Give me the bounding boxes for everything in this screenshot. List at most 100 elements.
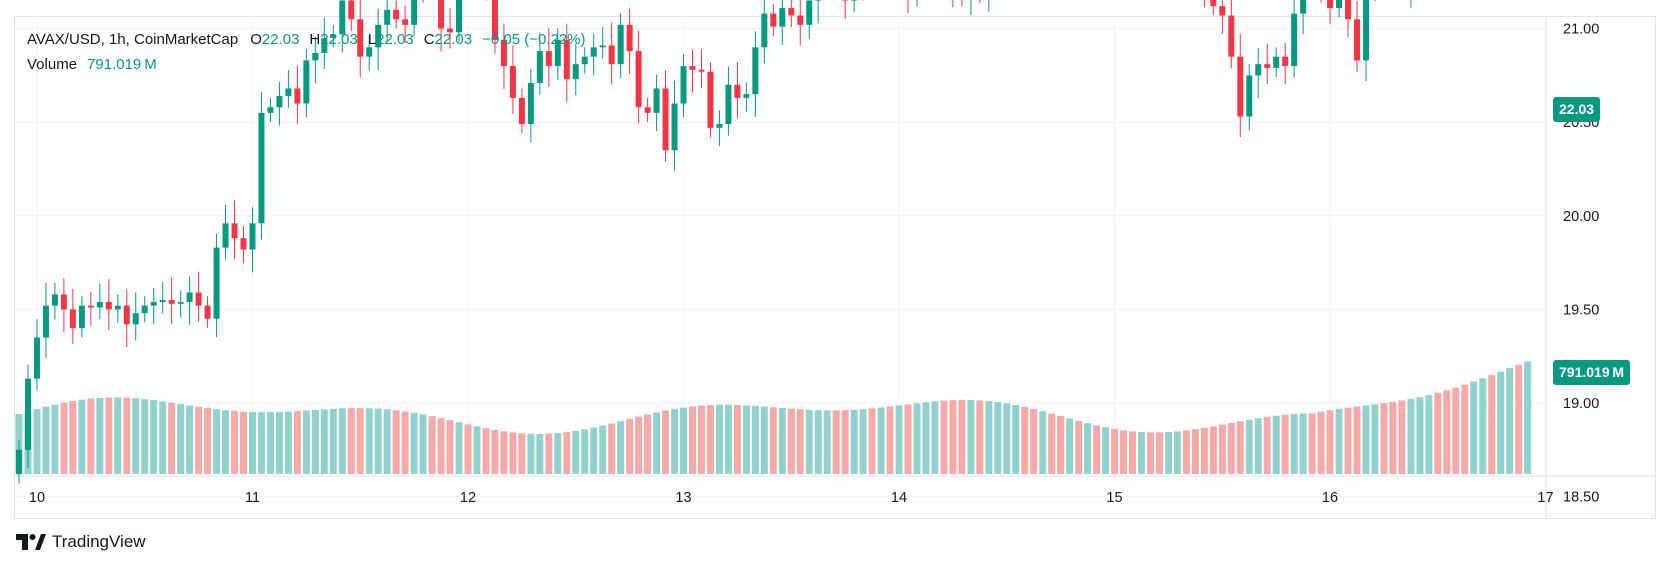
candle-body xyxy=(1210,0,1217,7)
volume-bar xyxy=(1452,387,1460,474)
candle-body xyxy=(1354,19,1361,61)
volume-bar xyxy=(1497,371,1505,474)
volume-bar xyxy=(491,429,499,474)
volume-bar xyxy=(1506,368,1514,474)
volume-bar xyxy=(1102,427,1110,474)
candle-body xyxy=(438,0,445,29)
volume-row: Volume 791.019 M xyxy=(27,52,586,77)
candle-body xyxy=(411,0,418,25)
volume-bar xyxy=(680,407,688,474)
candle-body xyxy=(698,69,705,72)
candle-body xyxy=(788,8,795,16)
volume-bar xyxy=(383,409,391,474)
volume-bar xyxy=(419,414,427,474)
volume-bar xyxy=(545,433,553,474)
candle-body xyxy=(375,24,382,48)
tradingview-logo-icon xyxy=(16,534,46,550)
close-value: 22.03 xyxy=(434,31,473,48)
candle-body xyxy=(114,305,121,310)
volume-bar xyxy=(554,433,562,474)
high-label: H xyxy=(309,31,321,48)
x-tick-label: 16 xyxy=(1322,490,1338,506)
volume-bar xyxy=(877,407,885,474)
candle-body xyxy=(141,305,148,314)
candle-body xyxy=(1282,56,1289,67)
x-tick-label: 15 xyxy=(1106,490,1122,506)
volume-bar xyxy=(751,405,759,474)
candle-body xyxy=(563,39,570,80)
volume-bar xyxy=(320,409,328,474)
candle-body xyxy=(240,238,247,250)
open-value: 22.03 xyxy=(261,31,300,48)
volume-bar xyxy=(1200,427,1208,474)
candle-body xyxy=(1291,13,1298,67)
candle-body xyxy=(87,305,94,308)
volume-bar xyxy=(365,408,373,474)
candle-body xyxy=(447,28,454,33)
volume-bar xyxy=(949,400,957,474)
volume-bar xyxy=(931,401,939,474)
volume-bar xyxy=(1344,407,1352,474)
volume-bar xyxy=(60,402,68,474)
candle-body xyxy=(258,112,265,224)
volume-bar xyxy=(33,409,41,474)
tradingview-brand[interactable]: TradingView xyxy=(16,532,146,552)
volume-bar xyxy=(859,409,867,474)
volume-bar xyxy=(374,408,382,474)
candle-body xyxy=(24,378,31,450)
volume-bar xyxy=(1290,414,1298,474)
symbol-label[interactable]: AVAX/USD, 1h, CoinMarketCap xyxy=(27,31,239,48)
volume-bar xyxy=(796,409,804,474)
volume-bar xyxy=(1138,432,1145,474)
candle-body xyxy=(689,66,696,70)
volume-bar xyxy=(868,408,876,474)
ohlc-row: AVAX/USD, 1h, CoinMarketCap O 22.03 H 22.0… xyxy=(27,27,586,52)
volume-bar xyxy=(275,411,283,474)
candle-body xyxy=(1246,75,1253,117)
candle-body xyxy=(770,13,777,27)
candle-body xyxy=(752,47,759,95)
volume-bar xyxy=(1155,432,1163,474)
candle-body xyxy=(662,88,669,151)
candle-body xyxy=(581,56,588,65)
volume-bar xyxy=(1129,431,1137,474)
low-label: L xyxy=(367,31,377,48)
candle-body xyxy=(599,45,606,48)
volume-bar xyxy=(689,406,696,474)
volume-bar xyxy=(446,420,454,474)
candle-body xyxy=(204,305,211,319)
candle-body xyxy=(159,300,166,302)
volume-bar xyxy=(1093,425,1101,474)
candle-body xyxy=(725,84,732,125)
volume-bar xyxy=(1084,423,1092,474)
y-tick-label: 19.00 xyxy=(1563,396,1599,412)
volume-bar xyxy=(590,427,598,474)
volume-bar xyxy=(823,410,831,474)
candle-body xyxy=(186,292,193,302)
volume-bar xyxy=(644,414,652,474)
candle-body xyxy=(456,0,463,33)
volume-bar xyxy=(1272,415,1280,474)
y-tick-label: 19.50 xyxy=(1563,302,1599,318)
volume-bar xyxy=(787,408,795,474)
chart-frame[interactable] xyxy=(14,16,1656,519)
last-price-tag: 22.03 xyxy=(1553,97,1601,122)
volume-bar xyxy=(42,406,50,474)
volume-bar xyxy=(284,411,292,474)
volume-bar xyxy=(572,430,580,474)
volume-bar xyxy=(922,402,930,474)
candle-body xyxy=(806,0,813,25)
volume-bar xyxy=(204,408,212,474)
volume-bar xyxy=(186,405,194,474)
candle-body xyxy=(69,309,76,329)
volume-bar xyxy=(1012,404,1020,474)
candle-body xyxy=(105,301,112,310)
volume-bar xyxy=(356,408,364,474)
candle-body xyxy=(518,97,525,125)
candle-body xyxy=(1273,56,1280,68)
candle-body xyxy=(366,47,373,57)
volume-bar xyxy=(617,421,625,474)
volume-bar xyxy=(599,425,607,474)
volume-label[interactable]: Volume xyxy=(27,56,78,73)
